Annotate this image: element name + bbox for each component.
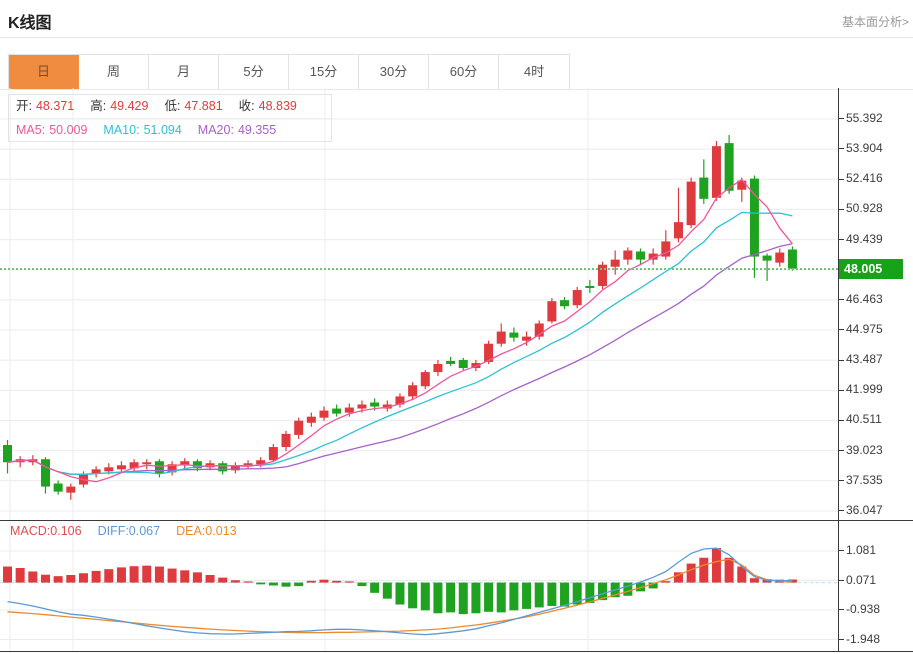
tab-period-1[interactable]: 周 [79,55,149,89]
y-axis-tick-label: 36.047 [839,503,883,517]
fundamental-analysis-link[interactable]: 基本面分析> [841,15,909,29]
y-axis-tick-label: 46.463 [839,292,883,306]
y-axis-tick-label: 44.975 [839,322,883,336]
info-pair: 高: 49.429 [90,99,149,113]
y-axis-tick-label: -0.938 [839,602,880,616]
tabbar-baseline [0,89,913,90]
y-axis-tick-label: 43.487 [839,352,883,366]
tab-period-3[interactable]: 5分 [219,55,289,89]
y-axis-tick-label: 52.416 [839,171,883,185]
y-axis-tick-label: 41.999 [839,382,883,396]
chart-canvas[interactable] [0,88,838,651]
info-pair: 开: 48.371 [16,99,75,113]
info-pair: MA20: 49.355 [197,123,277,137]
ma-row: MA5: 50.009 MA10: 51.094 MA20: 49.355 [9,118,331,141]
tab-period-7[interactable]: 4时 [499,55,569,89]
y-axis-tick-label: 37.535 [839,473,883,487]
page-header: K线图 基本面分析> [0,0,913,38]
current-price-line [0,267,838,270]
info-pair: 低: 47.881 [164,99,223,113]
tab-period-0[interactable]: 日 [9,55,79,89]
tab-period-5[interactable]: 30分 [359,55,429,89]
y-axis-tick-label: 39.023 [839,443,883,457]
page-title: K线图 [8,15,52,32]
y-axis-tick-label: 49.439 [839,232,883,246]
y-axis-tick-label: 50.928 [839,201,883,215]
y-axis-tick-label: 40.511 [839,412,882,426]
macd-pair: DEA:0.013 [176,524,237,538]
y-axis-tick-label: 53.904 [839,141,883,155]
macd-pair: MACD:0.106 [10,524,82,538]
candlestick-chart[interactable] [0,88,838,520]
macd-readout: MACD:0.106 DIFF:0.067 DEA:0.013 [10,524,253,538]
ohlc-row: 开: 48.371 高: 49.429 低: 47.881 收: 48.839 [9,95,331,118]
info-pair: MA5: 50.009 [16,123,88,137]
y-axis-tick-label: 0.071 [839,573,876,587]
period-tabbar: 日周月 5分 15分 30分 60分 4时 [8,54,570,90]
y-axis-tick-label: 1.081 [839,543,876,557]
panel-separator [0,520,913,521]
info-pair: MA10: 51.094 [103,123,182,137]
tab-period-2[interactable]: 月 [149,55,219,89]
current-price-tag: 48.005 [839,258,903,279]
y-axis-tick-label: -1.948 [839,632,880,646]
ohlc-ma-infobox: 开: 48.371 高: 49.429 低: 47.881 收: 48.839 MA5: 50.… [8,94,332,142]
tab-period-6[interactable]: 60分 [429,55,499,89]
tab-period-4[interactable]: 15分 [289,55,359,89]
chart-bottom-border [0,651,913,652]
macd-pair: DIFF:0.067 [97,524,161,538]
macd-chart[interactable] [0,520,838,651]
price-axis-line [838,88,839,651]
y-axis-tick-label: 55.392 [839,111,883,125]
info-pair: 收: 48.839 [238,99,297,113]
